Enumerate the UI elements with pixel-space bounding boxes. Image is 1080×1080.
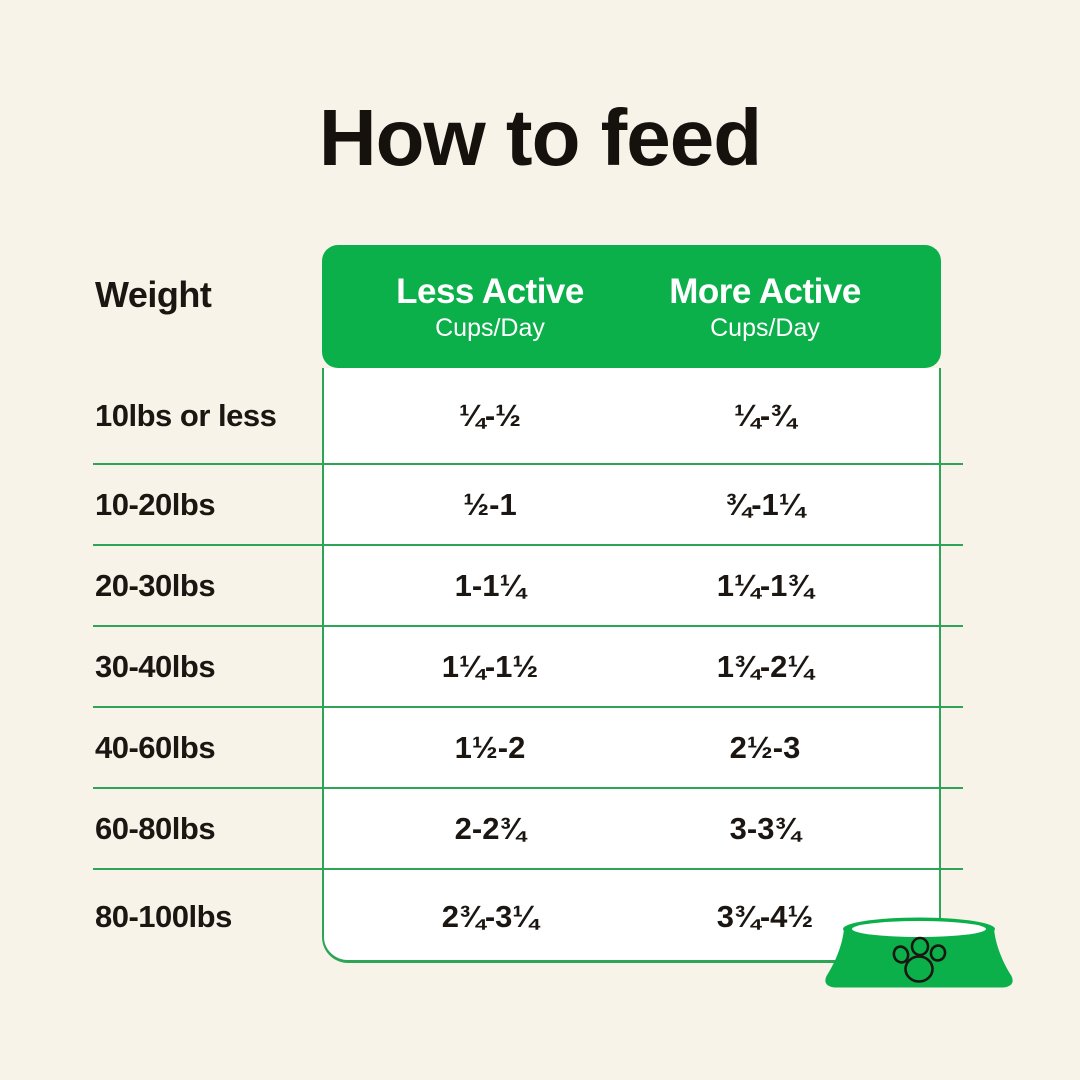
less-active-cell: 1½-2 xyxy=(454,729,526,765)
weight-cell: 60-80lbs xyxy=(95,810,216,846)
more-active-cell: 3¾-4½ xyxy=(716,898,814,934)
more-active-cell: 2½-3 xyxy=(729,729,801,765)
dog-bowl-icon xyxy=(823,916,1015,996)
more-active-cell: ¾-1¼ xyxy=(725,486,805,522)
more-active-cell: ¼-¾ xyxy=(733,397,797,433)
more-active-cell: 3-3¾ xyxy=(729,810,801,846)
page-title: How to feed xyxy=(318,93,762,182)
table-row: 60-80lbs 2-2¾ 3-3¾ xyxy=(93,787,963,868)
more-active-cell: 1¼-1¾ xyxy=(716,567,814,603)
less-active-cell: ¼-½ xyxy=(458,397,522,433)
column-header-less-active: Less Active Cups/Day xyxy=(322,271,658,343)
table-row: 20-30lbs 1-1¼ 1¼-1¾ xyxy=(93,544,963,625)
less-active-cell: 2-2¾ xyxy=(454,810,526,846)
less-active-cell: ½-1 xyxy=(463,486,517,522)
weight-cell: 10lbs or less xyxy=(95,397,277,433)
less-active-cell: 1¼-1½ xyxy=(441,648,539,684)
weight-cell: 20-30lbs xyxy=(95,567,216,603)
weight-column-header: Weight xyxy=(95,274,212,315)
table-header-bar: Less Active Cups/Day More Active Cups/Da… xyxy=(322,245,941,368)
column-header-label: More Active xyxy=(669,271,861,311)
table-body-background xyxy=(322,368,941,963)
table-row: 30-40lbs 1¼-1½ 1¾-2¼ xyxy=(93,625,963,706)
less-active-cell: 1-1¼ xyxy=(454,567,526,603)
weight-cell: 80-100lbs xyxy=(95,898,232,934)
more-active-cell: 1¾-2¼ xyxy=(716,648,814,684)
column-header-sublabel: Cups/Day xyxy=(710,313,820,342)
weight-cell: 10-20lbs xyxy=(95,486,216,522)
table-row: 40-60lbs 1½-2 2½-3 xyxy=(93,706,963,787)
table-rows: 10lbs or less ¼-½ ¼-¾ 10-20lbs ½-1 ¾-1¼ … xyxy=(93,368,963,963)
table-row: 10-20lbs ½-1 ¾-1¼ xyxy=(93,463,963,544)
weight-cell: 30-40lbs xyxy=(95,648,216,684)
column-header-sublabel: Cups/Day xyxy=(435,313,545,342)
column-header-more-active: More Active Cups/Day xyxy=(658,271,872,343)
weight-cell: 40-60lbs xyxy=(95,729,216,765)
table-row: 10lbs or less ¼-½ ¼-¾ xyxy=(93,368,963,463)
paw-print-icon xyxy=(892,936,947,983)
feeding-table: 10lbs or less ¼-½ ¼-¾ 10-20lbs ½-1 ¾-1¼ … xyxy=(93,368,963,963)
column-header-label: Less Active xyxy=(396,271,584,311)
less-active-cell: 2¾-3¼ xyxy=(441,898,539,934)
table-row: 80-100lbs 2¾-3¼ 3¾-4½ xyxy=(93,868,963,963)
